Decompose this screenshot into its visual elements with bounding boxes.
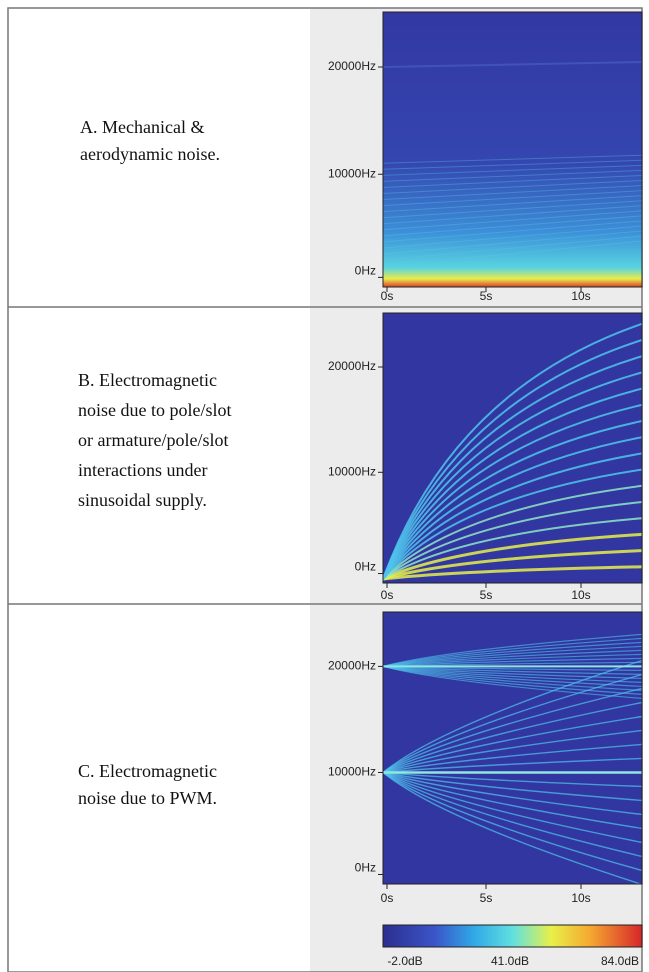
- x-tick-label: 5s: [480, 289, 493, 303]
- caption-line: noise due to pole/slot: [78, 400, 231, 420]
- x-tick-label: 5s: [480, 588, 493, 602]
- colorbar-label: 41.0dB: [491, 954, 529, 968]
- y-tick-label: 20000Hz: [328, 659, 376, 673]
- caption-line: aerodynamic noise.: [80, 144, 220, 164]
- x-tick-label: 10s: [571, 588, 590, 602]
- figure: A. Mechanical & aerodynamic noise. 20000Hz…: [0, 0, 649, 972]
- caption-line: C. Electromagnetic: [78, 761, 217, 781]
- x-tick-label: 5s: [480, 891, 493, 905]
- caption-line: or armature/pole/slot: [78, 430, 228, 450]
- y-tick-label: 0Hz: [355, 264, 376, 278]
- caption-line: A. Mechanical &: [80, 117, 204, 137]
- x-tick-label: 0s: [381, 891, 394, 905]
- caption-line: B. Electromagnetic: [78, 370, 217, 390]
- caption-line: interactions under: [78, 460, 207, 480]
- y-tick-label: 20000Hz: [328, 359, 376, 373]
- caption-line: noise due to PWM.: [78, 788, 217, 808]
- colorbar: [383, 925, 642, 947]
- y-tick-label: 0Hz: [355, 560, 376, 574]
- y-tick-label: 10000Hz: [328, 765, 376, 779]
- y-tick-label: 20000Hz: [328, 59, 376, 73]
- x-tick-label: 0s: [381, 588, 394, 602]
- spectrogram: [383, 12, 642, 287]
- colorbar-label: -2.0dB: [387, 954, 422, 968]
- x-tick-label: 10s: [571, 289, 590, 303]
- y-tick-label: 10000Hz: [328, 464, 376, 478]
- y-tick-label: 10000Hz: [328, 166, 376, 180]
- x-tick-label: 10s: [571, 891, 590, 905]
- caption-line: sinusoidal supply.: [78, 490, 207, 510]
- colorbar-label: 84.0dB: [601, 954, 639, 968]
- x-tick-label: 0s: [381, 289, 394, 303]
- y-tick-label: 0Hz: [355, 861, 376, 875]
